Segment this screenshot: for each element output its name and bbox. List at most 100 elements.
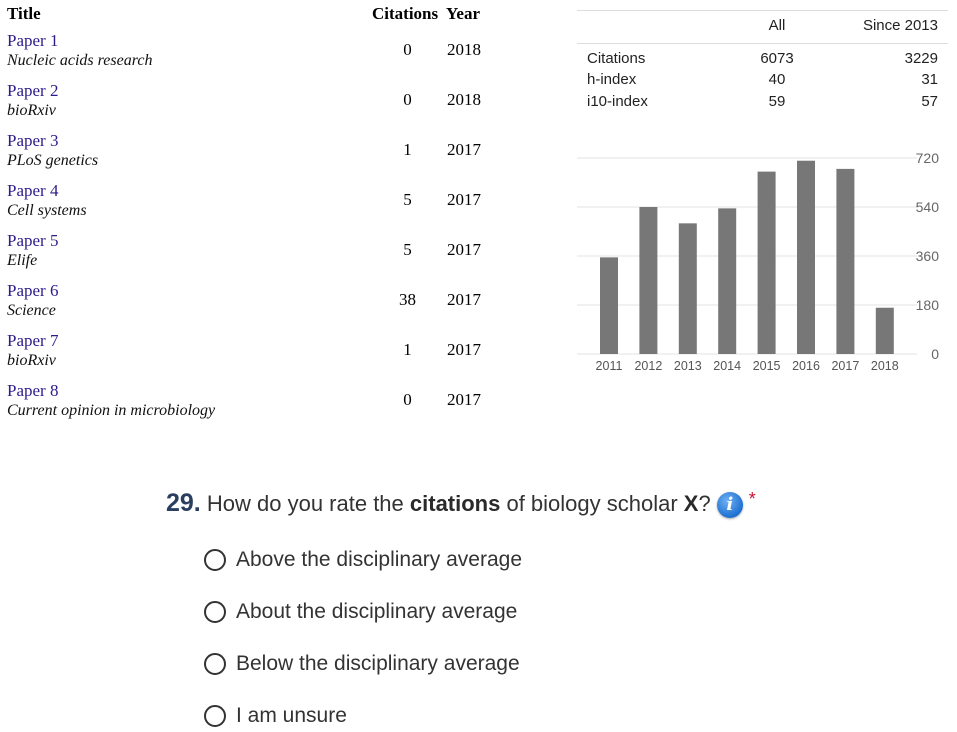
paper-venue: bioRxiv (7, 102, 56, 119)
publication-row: Paper 7 bioRxiv 1 2017 (0, 331, 500, 381)
metric-since-citations: 3229 (904, 50, 938, 67)
table-divider (577, 10, 948, 11)
paper-citations: 5 (403, 190, 412, 209)
paper-title-link[interactable]: Paper 7 (7, 331, 59, 350)
option-unsure[interactable]: I am unsure (204, 701, 347, 731)
y-tick-label: 0 (931, 346, 939, 362)
required-asterisk: * (748, 489, 756, 509)
paper-venue: Current opinion in microbiology (7, 402, 216, 419)
paper-title-link[interactable]: Paper 4 (7, 181, 59, 200)
paper-year: 2017 (447, 140, 481, 159)
bar-2018[interactable] (875, 307, 894, 354)
x-tick-label: 2017 (831, 359, 859, 373)
y-tick-label: 180 (916, 297, 940, 313)
x-tick-label: 2013 (674, 359, 702, 373)
metric-all-i10-index: 59 (768, 93, 786, 110)
paper-citations: 0 (403, 90, 412, 109)
question-text-after: ? (698, 491, 711, 516)
header-since-2013: Since 2013 (862, 17, 938, 34)
paper-title-link[interactable]: Paper 6 (7, 281, 59, 300)
publication-row: Paper 6 Science 38 2017 (0, 281, 500, 331)
y-tick-label: 360 (916, 248, 940, 264)
question-bold-x: X (683, 491, 699, 516)
paper-year: 2018 (447, 90, 481, 109)
metric-since-i10-index: 57 (921, 93, 938, 110)
bar-2014[interactable] (718, 208, 737, 354)
paper-year: 2017 (447, 340, 481, 359)
option-label: About the disciplinary average (236, 600, 518, 623)
paper-title-link[interactable]: Paper 8 (7, 381, 59, 400)
paper-citations: 0 (403, 40, 412, 59)
metric-since-h-index: 31 (921, 71, 938, 88)
option-above-average[interactable]: Above the disciplinary average (204, 545, 522, 575)
metric-all-citations: 6073 (760, 50, 794, 67)
x-tick-label: 2014 (713, 359, 741, 373)
paper-venue: Cell systems (7, 202, 87, 219)
bar-2011[interactable] (600, 257, 618, 354)
paper-year: 2018 (447, 40, 481, 59)
x-tick-label: 2011 (596, 359, 623, 373)
x-tick-label: 2016 (792, 359, 820, 373)
x-tick-label: 2012 (634, 359, 662, 373)
bar-2013[interactable] (678, 223, 697, 354)
header-title: Title (7, 4, 41, 23)
paper-title-link[interactable]: Paper 1 (7, 31, 59, 50)
option-label: Above the disciplinary average (236, 548, 523, 571)
paper-title-link[interactable]: Paper 3 (7, 131, 59, 150)
y-tick-label: 540 (916, 199, 940, 215)
question-text-before: How do you rate the (200, 491, 410, 516)
paper-citations: 5 (403, 240, 412, 259)
question-bold-word: citations (409, 491, 501, 516)
metric-label-i10-index: i10-index (587, 93, 648, 110)
paper-venue: Nucleic acids research (7, 52, 153, 69)
header-year: Year (446, 4, 480, 23)
question-number: 29. (166, 489, 201, 517)
metric-all-h-index: 40 (768, 71, 786, 88)
option-below-average[interactable]: Below the disciplinary average (204, 649, 520, 679)
y-tick-label: 720 (916, 150, 940, 166)
question-text-middle: of biology scholar (500, 491, 684, 516)
paper-citations: 1 (403, 140, 412, 159)
metric-label-h-index: h-index (587, 71, 637, 88)
option-label: Below the disciplinary average (236, 652, 520, 675)
bar-2012[interactable] (639, 207, 658, 354)
bar-2017[interactable] (836, 168, 855, 354)
paper-citations: 38 (399, 290, 416, 309)
survey-question: 29. How do you rate the citations of bio… (166, 489, 756, 519)
paper-venue: Elife (7, 252, 38, 269)
paper-venue: PLoS genetics (7, 152, 99, 169)
bar-chart-svg: 0 180 360 540 720 2011 2012 2013 2014 2015 2016 201… (577, 150, 940, 373)
paper-year: 2017 (447, 290, 481, 309)
paper-year: 2017 (447, 240, 481, 259)
radio-button[interactable] (204, 653, 226, 675)
header-all: All (768, 17, 786, 34)
publication-row: Paper 3 PLoS genetics 1 2017 (0, 131, 500, 181)
metric-label-citations: Citations (587, 50, 646, 67)
paper-title-link[interactable]: Paper 5 (7, 231, 59, 250)
citations-per-year-chart: 0 180 360 540 720 2011 2012 2013 2014 2015 2016 201… (577, 145, 948, 375)
option-about-average[interactable]: About the disciplinary average (204, 597, 517, 627)
info-icon[interactable]: i (716, 492, 743, 519)
publication-row: Paper 2 bioRxiv 0 2018 (0, 81, 500, 131)
radio-button[interactable] (204, 601, 226, 623)
publication-row: Paper 5 Elife 5 2017 (0, 231, 500, 281)
publication-row: Paper 1 Nucleic acids research 0 2018 (0, 31, 500, 81)
option-label: I am unsure (236, 704, 347, 727)
publication-row: Paper 8 Current opinion in microbiology … (0, 381, 500, 431)
bar-2016[interactable] (797, 160, 815, 354)
header-citations: Citations (372, 4, 439, 23)
paper-year: 2017 (447, 390, 481, 409)
paper-citations: 0 (403, 390, 412, 409)
radio-button[interactable] (204, 705, 226, 727)
paper-year: 2017 (447, 190, 481, 209)
paper-citations: 1 (403, 340, 412, 359)
paper-venue: Science (7, 302, 56, 319)
radio-button[interactable] (204, 549, 226, 571)
x-tick-label: 2018 (871, 359, 899, 373)
table-divider (577, 43, 948, 44)
paper-venue: bioRxiv (7, 352, 56, 369)
bar-2015[interactable] (757, 171, 776, 354)
paper-title-link[interactable]: Paper 2 (7, 81, 59, 100)
publication-row: Paper 4 Cell systems 5 2017 (0, 181, 500, 231)
x-tick-label: 2015 (753, 359, 781, 373)
